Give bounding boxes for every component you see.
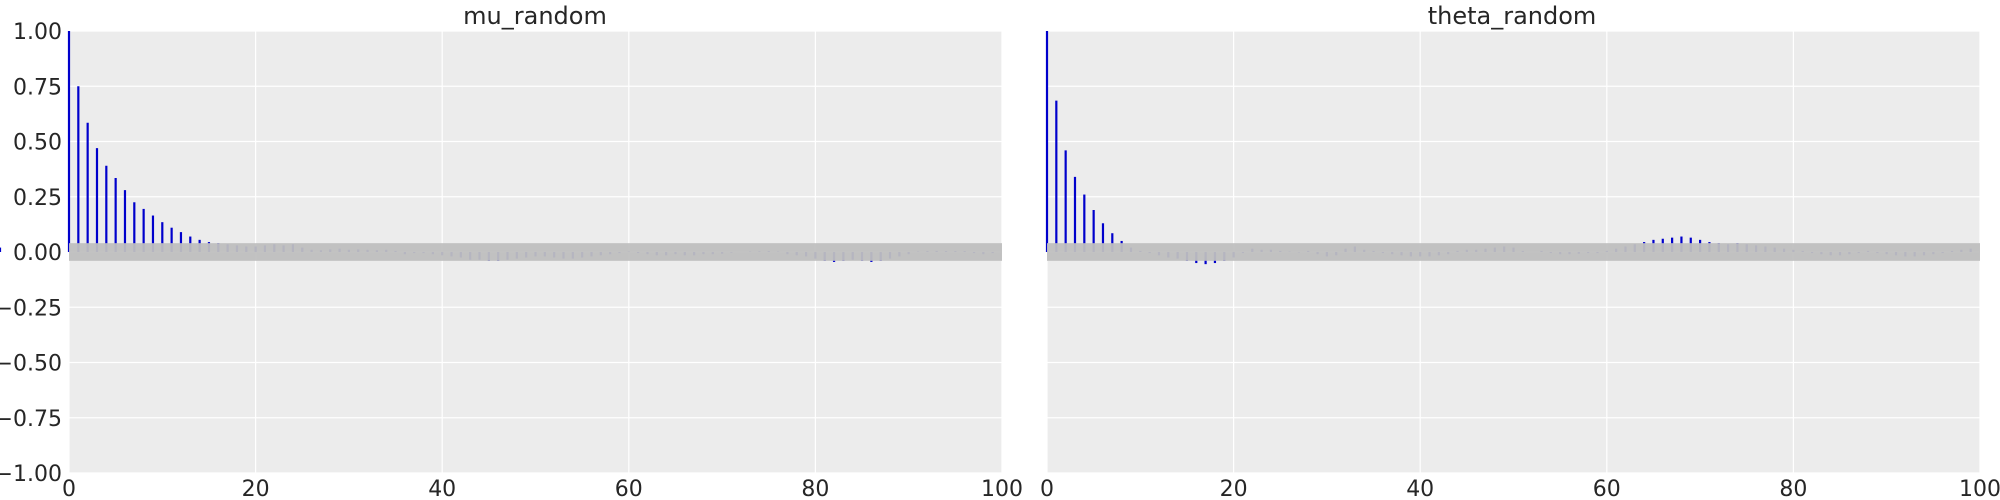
x-tick-label: 60 (1593, 477, 1621, 500)
x-tick-label: 40 (428, 477, 456, 500)
y-tick-label: 0.25 (13, 186, 62, 211)
x-tick-label: 20 (242, 477, 270, 500)
confidence-band (1047, 243, 1980, 261)
y-tick-label: −0.75 (0, 407, 62, 432)
confidence-band (69, 243, 1002, 261)
x-tick-label: 80 (1779, 477, 1807, 500)
y-tick-label: 1.00 (13, 20, 62, 45)
panel-mu-random: mu_random 0 20 40 60 80 100 1.00 0.75 0.50 0.25 0.… (0, 2, 1023, 500)
x-tick-label: 80 (801, 477, 829, 500)
x-tick-label: 20 (1220, 477, 1248, 500)
y-tick-label: 0.50 (13, 131, 62, 156)
y-tick-label: −0.50 (0, 352, 62, 377)
y-tick-label: −0.25 (0, 296, 62, 321)
x-tick-label: 60 (615, 477, 643, 500)
x-tick-label: 0 (62, 477, 76, 500)
panel-title: mu_random (463, 2, 607, 30)
x-tick-label: 40 (1406, 477, 1434, 500)
x-tick-label: 100 (1959, 477, 2000, 500)
x-tick-label: 100 (981, 477, 1023, 500)
x-tick-label: 0 (1040, 477, 1054, 500)
panel-title: theta_random (1428, 2, 1597, 30)
y-tick-label: 0.75 (13, 75, 62, 100)
y-tick-label: 0.00 (13, 241, 62, 266)
y-tick-label: −1.00 (0, 462, 62, 487)
